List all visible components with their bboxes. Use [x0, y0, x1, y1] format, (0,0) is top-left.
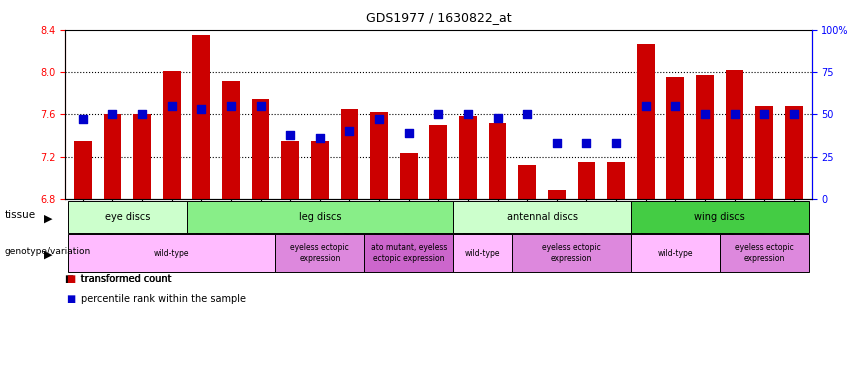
Point — [224, 103, 238, 109]
Point — [253, 103, 267, 109]
Point — [490, 115, 504, 121]
Bar — [637, 44, 654, 199]
Point — [580, 140, 594, 146]
Text: eyeless ectopic
expression: eyeless ectopic expression — [542, 243, 601, 263]
Text: leg discs: leg discs — [299, 211, 341, 222]
Text: ato mutant, eyeless
ectopic expression: ato mutant, eyeless ectopic expression — [371, 243, 447, 263]
Point — [787, 111, 801, 117]
Point — [727, 111, 741, 117]
Bar — [68, 201, 187, 232]
Point — [194, 106, 208, 112]
Point — [520, 111, 534, 117]
Point — [135, 111, 149, 117]
Point — [106, 111, 120, 117]
Bar — [365, 234, 453, 272]
Bar — [281, 141, 299, 199]
Bar — [696, 75, 713, 199]
Bar — [577, 162, 595, 199]
Bar — [720, 234, 809, 272]
Text: wild-type: wild-type — [465, 249, 501, 258]
Bar — [489, 123, 506, 199]
Bar — [133, 114, 151, 199]
Bar — [548, 190, 566, 199]
Point — [343, 128, 357, 134]
Bar — [518, 165, 536, 199]
Bar — [512, 234, 631, 272]
Text: tissue: tissue — [4, 210, 36, 220]
Text: wing discs: wing discs — [694, 211, 745, 222]
Bar — [68, 234, 275, 272]
Bar — [103, 114, 122, 199]
Point — [550, 140, 564, 146]
Text: GDS1977 / 1630822_at: GDS1977 / 1630822_at — [365, 11, 511, 24]
Text: antennal discs: antennal discs — [507, 211, 577, 222]
Point — [668, 103, 682, 109]
Bar — [400, 153, 418, 199]
Text: genotype/variation: genotype/variation — [4, 247, 90, 256]
Bar — [430, 125, 447, 199]
Point — [757, 111, 771, 117]
Point — [639, 103, 653, 109]
Point — [372, 116, 386, 122]
Text: ■  transformed count: ■ transformed count — [65, 274, 171, 284]
Text: transformed count: transformed count — [81, 274, 172, 284]
Bar — [252, 99, 269, 199]
Bar — [459, 117, 477, 199]
Bar — [311, 141, 329, 199]
Bar — [74, 141, 92, 199]
Text: eyeless ectopic
expression: eyeless ectopic expression — [291, 243, 349, 263]
Text: eye discs: eye discs — [105, 211, 150, 222]
Bar — [631, 201, 809, 232]
Bar — [726, 70, 744, 199]
Point — [698, 111, 712, 117]
Bar — [453, 201, 631, 232]
Text: wild-type: wild-type — [658, 249, 693, 258]
Bar — [222, 81, 240, 199]
Bar — [608, 162, 625, 199]
Text: ■: ■ — [66, 294, 76, 304]
Bar — [163, 71, 181, 199]
Point — [283, 132, 297, 138]
Text: percentile rank within the sample: percentile rank within the sample — [81, 294, 246, 304]
Bar — [187, 201, 453, 232]
Bar — [453, 234, 512, 272]
Point — [76, 116, 89, 122]
Text: wild-type: wild-type — [154, 249, 189, 258]
Text: ▶: ▶ — [43, 213, 52, 223]
Bar — [755, 106, 773, 199]
Text: eyeless ectopic
expression: eyeless ectopic expression — [735, 243, 793, 263]
Bar — [631, 234, 720, 272]
Point — [461, 111, 475, 117]
Point — [165, 103, 179, 109]
Point — [609, 140, 623, 146]
Bar — [275, 234, 365, 272]
Bar — [193, 35, 210, 199]
Bar — [785, 106, 803, 199]
Point — [431, 111, 445, 117]
Bar — [340, 109, 358, 199]
Point — [312, 135, 326, 141]
Bar — [667, 78, 684, 199]
Text: ▶: ▶ — [43, 250, 52, 260]
Bar — [371, 112, 388, 199]
Text: ■: ■ — [66, 274, 76, 284]
Point — [402, 130, 416, 136]
